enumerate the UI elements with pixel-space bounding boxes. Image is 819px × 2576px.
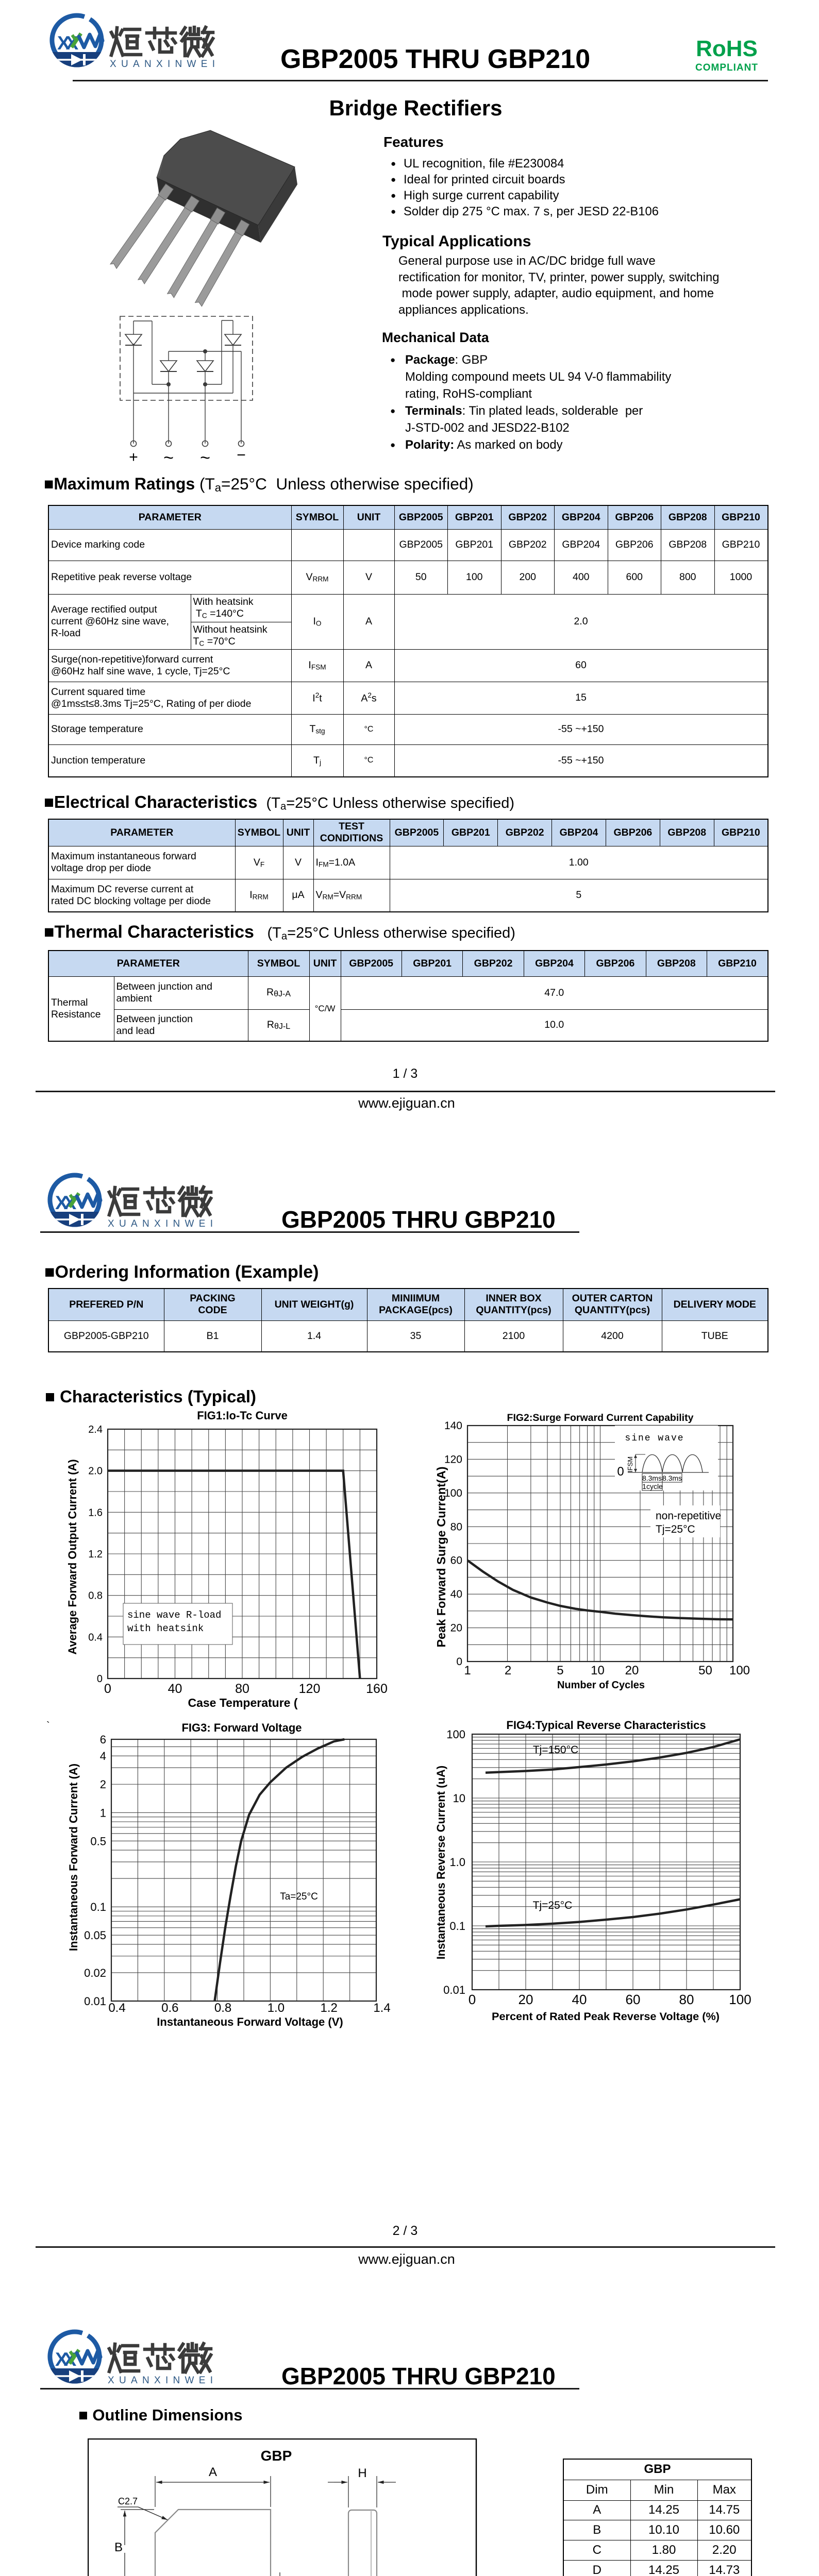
svg-text:0: 0 bbox=[97, 1673, 103, 1685]
svg-text:~: ~ bbox=[163, 448, 174, 468]
svg-text:1: 1 bbox=[464, 1664, 471, 1677]
svg-text:20: 20 bbox=[519, 1992, 533, 2007]
svg-text:sine wave: sine wave bbox=[625, 1433, 684, 1444]
svg-text:−: − bbox=[237, 447, 246, 464]
svg-text:2: 2 bbox=[100, 1778, 106, 1791]
svg-text:1.2: 1.2 bbox=[88, 1549, 103, 1560]
svg-text:5: 5 bbox=[557, 1664, 563, 1677]
svg-text:Average Forward Output Current: Average Forward Output Current (A) bbox=[66, 1459, 79, 1654]
svg-text:0.6: 0.6 bbox=[161, 2001, 178, 2015]
svg-text:1.0: 1.0 bbox=[449, 1856, 465, 1869]
svg-text:0.8: 0.8 bbox=[88, 1590, 103, 1602]
svg-text:40: 40 bbox=[450, 1588, 462, 1600]
svg-text:80: 80 bbox=[450, 1521, 462, 1533]
svg-text:0: 0 bbox=[469, 1992, 476, 2007]
svg-text:non-repetitive: non-repetitive bbox=[656, 1510, 721, 1522]
svg-text:C2.7: C2.7 bbox=[118, 2496, 138, 2506]
svg-text:Peak Forward Surge Current(A): Peak Forward Surge Current(A) bbox=[434, 1466, 448, 1647]
svg-text:~: ~ bbox=[200, 448, 210, 468]
svg-text:1.4: 1.4 bbox=[373, 2001, 390, 2015]
svg-text:+: + bbox=[129, 449, 138, 466]
svg-text:FIG2:Surge Forward Current Cap: FIG2:Surge Forward Current Capability bbox=[507, 1412, 694, 1423]
svg-text:Tj=150°C: Tj=150°C bbox=[533, 1744, 578, 1756]
svg-text:0.01: 0.01 bbox=[443, 1984, 465, 1996]
svg-text:2.0: 2.0 bbox=[88, 1466, 103, 1477]
svg-text:0.05: 0.05 bbox=[84, 1929, 106, 1942]
svg-text:IFSM: IFSM bbox=[626, 1456, 634, 1472]
svg-text:0.1: 0.1 bbox=[90, 1901, 106, 1913]
svg-text:2: 2 bbox=[505, 1664, 511, 1677]
svg-text:Instantaneous Reverse Current: Instantaneous Reverse Current (uA) bbox=[434, 1766, 447, 1960]
svg-text:1.2: 1.2 bbox=[321, 2001, 338, 2015]
svg-text:1.6: 1.6 bbox=[88, 1507, 103, 1518]
svg-text:FIG1:Io-Tc Curve: FIG1:Io-Tc Curve bbox=[197, 1409, 288, 1422]
svg-text:4: 4 bbox=[100, 1750, 106, 1762]
svg-text:0: 0 bbox=[617, 1465, 624, 1479]
svg-text:10: 10 bbox=[591, 1664, 605, 1677]
svg-text:0.4: 0.4 bbox=[108, 2001, 125, 2015]
svg-text:0.4: 0.4 bbox=[88, 1632, 103, 1643]
svg-text:B: B bbox=[114, 2540, 123, 2554]
svg-text:Instantaneous Forward Current: Instantaneous Forward Current (A) bbox=[67, 1764, 80, 1951]
svg-text:Ta=25°C: Ta=25°C bbox=[280, 1891, 318, 1902]
svg-text:0: 0 bbox=[104, 1682, 111, 1696]
svg-text:100: 100 bbox=[729, 1664, 750, 1677]
svg-text:H: H bbox=[358, 2466, 366, 2480]
svg-text:40: 40 bbox=[572, 1992, 587, 2007]
svg-text:40: 40 bbox=[168, 1682, 182, 1696]
svg-text:80: 80 bbox=[679, 1992, 694, 2007]
svg-text:`: ` bbox=[46, 1720, 50, 1732]
svg-text:with heatsink: with heatsink bbox=[127, 1623, 204, 1634]
svg-text:20: 20 bbox=[625, 1664, 639, 1677]
svg-text:2.4: 2.4 bbox=[88, 1424, 103, 1435]
svg-text:0.02: 0.02 bbox=[84, 1967, 106, 1979]
svg-text:Instantaneous Forward Voltage: Instantaneous Forward Voltage (V) bbox=[157, 2015, 343, 2028]
svg-text:Tj=25°C: Tj=25°C bbox=[533, 1900, 573, 1911]
svg-text:80: 80 bbox=[235, 1682, 249, 1696]
svg-text:1: 1 bbox=[100, 1806, 106, 1819]
svg-text:120: 120 bbox=[299, 1682, 321, 1696]
svg-text:FIG4:Typical Reverse Character: FIG4:Typical Reverse Characteristics bbox=[506, 1719, 706, 1732]
svg-text:XUANXINWEI: XUANXINWEI bbox=[110, 59, 220, 70]
svg-text:XUANXINWEI: XUANXINWEI bbox=[108, 1218, 218, 1229]
svg-text:140: 140 bbox=[444, 1420, 462, 1432]
svg-text:XUANXINWEI: XUANXINWEI bbox=[108, 2375, 218, 2386]
svg-text:Case Temperature (: Case Temperature ( bbox=[188, 1696, 297, 1709]
svg-text:8.3ms: 8.3ms bbox=[642, 1474, 662, 1482]
svg-text:10: 10 bbox=[453, 1792, 465, 1805]
svg-text:0.01: 0.01 bbox=[84, 1995, 106, 2008]
svg-text:60: 60 bbox=[626, 1992, 641, 2007]
svg-text:0.5: 0.5 bbox=[90, 1835, 106, 1848]
svg-text:1.0: 1.0 bbox=[268, 2001, 285, 2015]
svg-text:60: 60 bbox=[450, 1555, 462, 1567]
svg-text:6: 6 bbox=[100, 1733, 106, 1746]
svg-text:20: 20 bbox=[450, 1622, 462, 1634]
svg-text:100: 100 bbox=[446, 1728, 465, 1741]
svg-text:120: 120 bbox=[444, 1453, 462, 1465]
svg-text:Tj=25°C: Tj=25°C bbox=[656, 1523, 695, 1535]
svg-text:GBP: GBP bbox=[261, 2448, 292, 2464]
svg-text:160: 160 bbox=[366, 1682, 388, 1696]
svg-text:A: A bbox=[209, 2465, 217, 2479]
svg-text:8.3ms: 8.3ms bbox=[662, 1474, 682, 1482]
svg-text:FIG3: Forward Voltage: FIG3: Forward Voltage bbox=[181, 1721, 302, 1734]
svg-text:0.8: 0.8 bbox=[214, 2001, 231, 2015]
svg-text:Percent of Rated Peak Reverse: Percent of Rated Peak Reverse Voltage (%… bbox=[492, 2010, 720, 2023]
svg-text:100: 100 bbox=[729, 1992, 751, 2007]
svg-text:1cycle: 1cycle bbox=[642, 1482, 663, 1490]
svg-text:100: 100 bbox=[444, 1487, 462, 1499]
svg-text:sine wave R-load: sine wave R-load bbox=[127, 1609, 221, 1621]
svg-text:0: 0 bbox=[456, 1656, 462, 1668]
svg-text:50: 50 bbox=[698, 1664, 712, 1677]
svg-text:0.1: 0.1 bbox=[449, 1920, 465, 1933]
svg-text:Number of Cycles: Number of Cycles bbox=[557, 1680, 645, 1691]
